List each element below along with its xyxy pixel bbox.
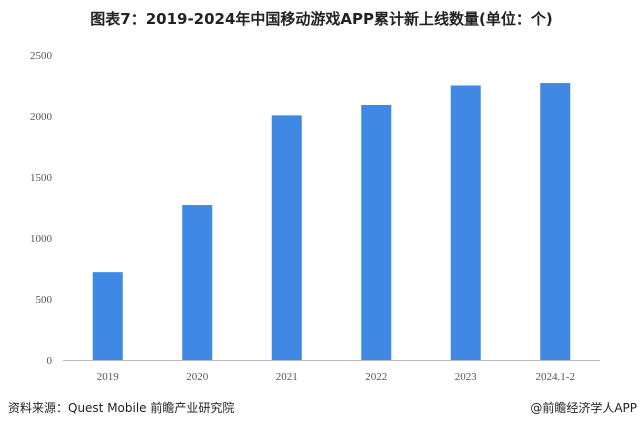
y-tick-label: 0 xyxy=(47,355,53,367)
chart-title: 图表7：2019-2024年中国移动游戏APP累计新上线数量(单位：个) xyxy=(90,10,553,28)
y-axis-ticks: 0 500 1000 1500 2000 2500 xyxy=(30,50,53,367)
y-tick-label: 2500 xyxy=(30,50,53,62)
bar-2023 xyxy=(450,85,481,360)
bar-chart: 0 500 1000 1500 2000 2500 2019 2020 2021 2022 202… xyxy=(30,50,600,383)
x-tick-label: 2019 xyxy=(97,371,120,383)
y-tick-label: 1000 xyxy=(30,233,53,245)
x-tick-label: 2024.1-2 xyxy=(536,371,575,383)
y-tick-label: 2000 xyxy=(30,111,53,123)
credit-note: @前瞻经济学人APP xyxy=(530,401,637,415)
source-note: 资料来源：Quest Mobile 前瞻产业研究院 xyxy=(8,401,235,415)
x-tick-label: 2023 xyxy=(455,371,478,383)
bar-2020 xyxy=(182,205,213,360)
bars xyxy=(92,83,571,361)
bar-2019 xyxy=(92,272,123,360)
x-tick-label: 2020 xyxy=(186,371,209,383)
y-tick-label: 500 xyxy=(36,294,53,306)
x-axis-ticks: 2019 2020 2021 2022 2023 2024.1-2 xyxy=(97,371,575,383)
x-tick-label: 2022 xyxy=(365,371,387,383)
bar-2024.1-2 xyxy=(540,83,571,360)
y-tick-label: 1500 xyxy=(30,172,53,184)
bar-2021 xyxy=(271,115,302,360)
bar-2022 xyxy=(361,105,392,361)
x-tick-label: 2021 xyxy=(276,371,298,383)
